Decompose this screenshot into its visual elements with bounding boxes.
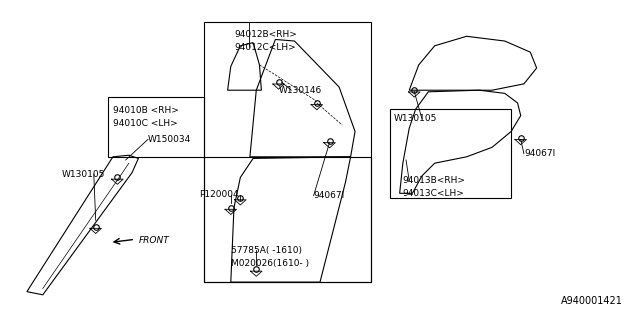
Bar <box>204 22 371 282</box>
Text: A940001421: A940001421 <box>561 296 623 306</box>
Text: W130105: W130105 <box>62 170 106 179</box>
Text: 94013B<RH>: 94013B<RH> <box>403 176 466 185</box>
Text: M020026(1610- ): M020026(1610- ) <box>231 259 309 268</box>
Text: 94067I: 94067I <box>524 149 555 158</box>
Text: 57785A( -1610): 57785A( -1610) <box>231 246 302 255</box>
Text: 94010C <LH>: 94010C <LH> <box>113 119 178 128</box>
Bar <box>204 157 371 282</box>
Text: FRONT: FRONT <box>138 236 169 245</box>
Text: 94013C<LH>: 94013C<LH> <box>403 189 465 198</box>
Text: 94012C<LH>: 94012C<LH> <box>234 43 296 52</box>
Bar <box>390 109 511 198</box>
Text: 94012B<RH>: 94012B<RH> <box>234 30 297 39</box>
Text: W150034: W150034 <box>148 135 191 144</box>
Text: 94010B <RH>: 94010B <RH> <box>113 106 179 115</box>
Text: 94067I: 94067I <box>314 191 345 200</box>
Text: P120004: P120004 <box>199 190 239 199</box>
Bar <box>108 97 204 157</box>
Text: W130146: W130146 <box>278 86 322 95</box>
Text: W130105: W130105 <box>394 114 436 123</box>
